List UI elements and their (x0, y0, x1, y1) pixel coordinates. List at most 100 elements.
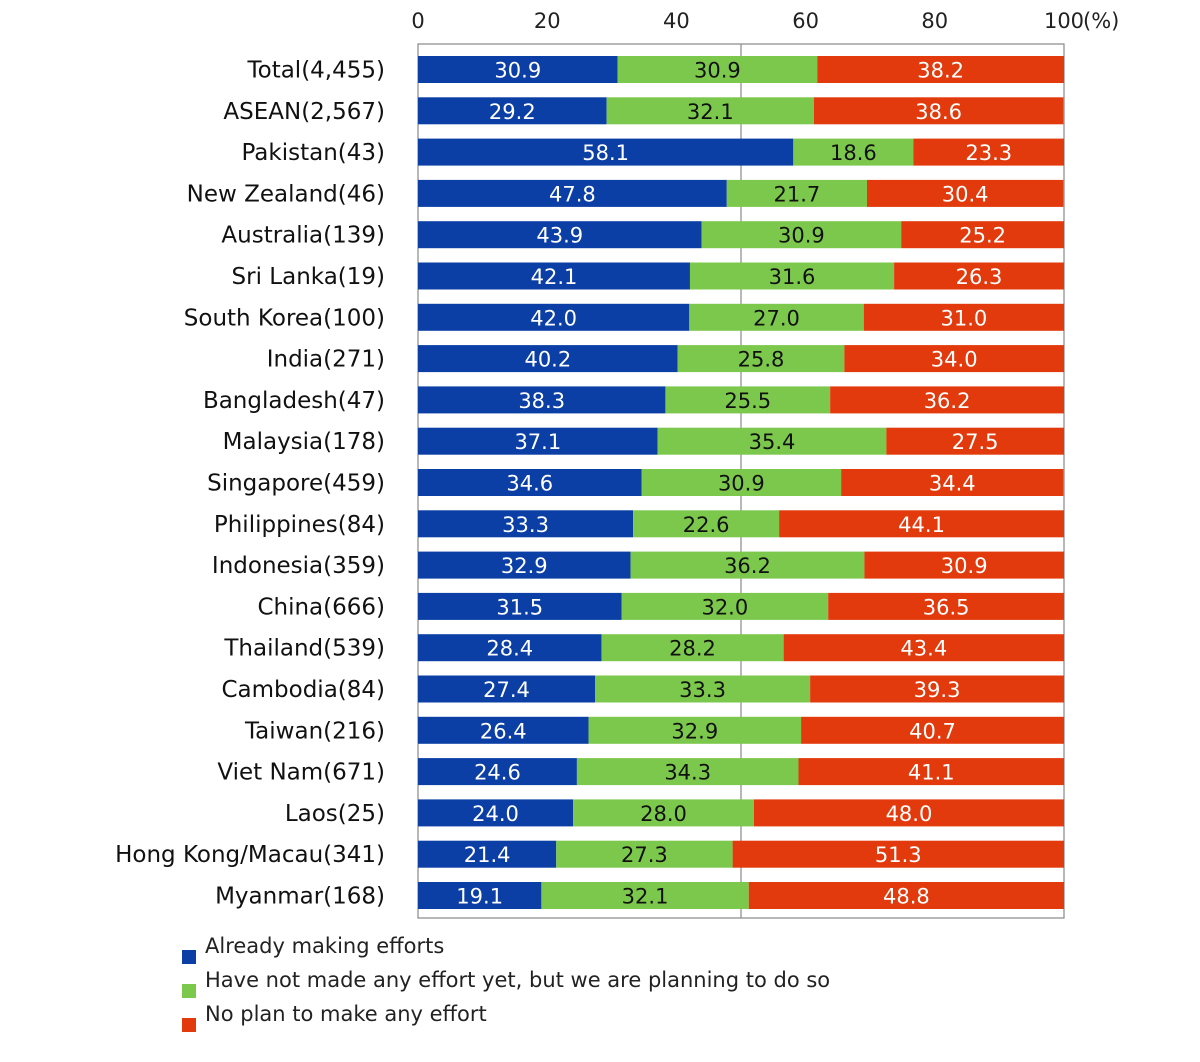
bar-segment (748, 882, 1064, 909)
data-label: 32.9 (501, 554, 548, 578)
data-label: 23.3 (965, 141, 1012, 165)
bar-segment (813, 97, 1064, 125)
bar-segment (617, 56, 818, 83)
legend-swatch-already-making-efforts (182, 950, 196, 964)
bar-segment (576, 758, 799, 786)
bar-segment (418, 345, 678, 373)
legend-swatch-planning (182, 984, 196, 998)
data-label: 27.0 (753, 306, 800, 330)
bar-segment (677, 345, 845, 373)
bar-segment (689, 262, 895, 290)
bar-segment (665, 386, 831, 414)
data-label: 34.6 (506, 472, 553, 496)
bar-segment (418, 221, 702, 249)
data-label: 42.1 (531, 265, 578, 289)
data-label: 33.3 (679, 678, 726, 702)
data-label: 32.1 (622, 885, 669, 909)
data-label: 30.9 (718, 472, 765, 496)
bar-segment (418, 262, 690, 290)
bar-segment (830, 386, 1064, 414)
bar-segment (418, 303, 690, 331)
bar-segment (657, 427, 887, 455)
category-label: Viet Nam(671) (217, 760, 385, 786)
legend-item-planning: Have not made any effort yet, but we are… (182, 968, 1082, 1002)
data-label: 40.2 (524, 348, 571, 372)
bar-segment (844, 345, 1064, 373)
bar-segment (913, 138, 1064, 166)
data-label: 31.0 (940, 306, 987, 330)
data-label: 36.2 (724, 554, 771, 578)
data-label: 25.2 (959, 224, 1006, 248)
data-label: 27.4 (483, 678, 530, 702)
legend-item-no-plan: No plan to make any effort (182, 1002, 1082, 1036)
category-label: Thailand(539) (223, 636, 385, 662)
bar-segment (689, 303, 864, 331)
bar-segment (595, 675, 811, 703)
bar-segment (801, 716, 1064, 744)
bar-segment (793, 138, 914, 166)
data-label: 31.6 (769, 265, 816, 289)
data-label: 48.8 (883, 885, 930, 909)
data-label: 26.4 (480, 719, 527, 743)
bar-segment (894, 262, 1064, 290)
x-unit-label: (%) (1083, 9, 1119, 33)
data-label: 25.8 (738, 348, 785, 372)
data-label: 24.0 (472, 802, 519, 826)
x-tick-label: 40 (663, 9, 690, 33)
data-label: 44.1 (898, 513, 945, 537)
bar-segment (573, 799, 754, 827)
data-label: 21.4 (464, 843, 511, 867)
x-tick-label: 60 (792, 9, 819, 33)
bar-segment (753, 799, 1064, 827)
bar-segment (864, 551, 1064, 579)
x-tick-label: 100 (1044, 9, 1084, 33)
data-label: 19.1 (456, 885, 503, 909)
category-label: Australia(139) (221, 223, 385, 249)
data-label: 33.3 (502, 513, 549, 537)
data-label: 35.4 (749, 430, 796, 454)
data-label: 34.0 (931, 348, 978, 372)
bar-segment (828, 592, 1064, 620)
category-label: South Korea(100) (184, 305, 385, 331)
category-label: Philippines(84) (214, 512, 385, 538)
category-label: Pakistan(43) (241, 140, 385, 166)
bar-segment (418, 799, 574, 827)
category-label: Sri Lanka(19) (232, 264, 385, 290)
bar-segment (418, 758, 577, 786)
bar-segment (641, 469, 842, 496)
bar-segment (541, 882, 749, 909)
x-tick-label: 20 (534, 9, 561, 33)
bar-segment (601, 634, 784, 662)
category-label: Singapore(459) (207, 471, 385, 497)
data-label: 30.9 (941, 554, 988, 578)
data-label: 25.5 (724, 389, 771, 413)
bar-segment (726, 179, 867, 207)
bar-segment (817, 56, 1064, 83)
data-label: 48.0 (886, 802, 933, 826)
bar-segment (798, 758, 1064, 786)
stacked-bar-chart: 0 20 40 60 80 100(%) Total(4,455) 30.9 30.9 38.2 A… (115, 9, 1119, 919)
bar-segment (418, 469, 642, 496)
bar-segment (418, 882, 542, 909)
data-label: 30.9 (494, 59, 541, 83)
data-label: 32.9 (671, 719, 718, 743)
bar-segment (630, 551, 865, 579)
bar-segment (732, 840, 1064, 868)
data-label: 28.4 (486, 637, 533, 661)
data-label: 39.3 (914, 678, 961, 702)
category-label: Cambodia(84) (221, 677, 385, 703)
bar-segment (779, 510, 1064, 538)
data-label: 27.5 (952, 430, 999, 454)
category-label: India(271) (267, 347, 385, 373)
category-label: New Zealand(46) (187, 181, 385, 207)
bar-segment (588, 716, 802, 744)
bar-segment (418, 675, 596, 703)
data-label: 58.1 (582, 141, 629, 165)
bar-segment (556, 840, 733, 868)
legend: Already making efforts Have not made any… (182, 934, 1082, 1036)
category-label: Total(4,455) (246, 58, 385, 84)
data-label: 34.4 (929, 472, 976, 496)
x-tick-label: 80 (921, 9, 948, 33)
data-label: 28.2 (669, 637, 716, 661)
bar-segment (418, 138, 794, 166)
